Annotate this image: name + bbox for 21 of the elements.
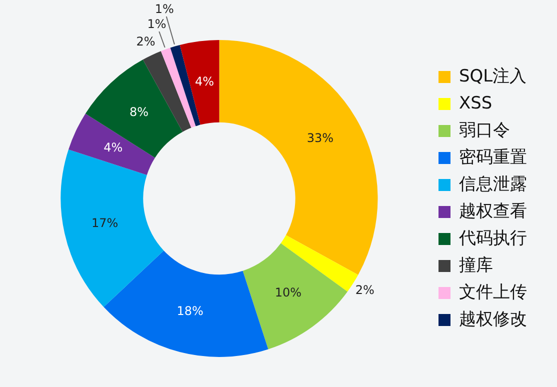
legend-label: 文件上传 <box>459 282 527 302</box>
data-label: 8% <box>129 105 148 120</box>
legend-label: XSS <box>459 93 492 114</box>
data-label: 1% <box>147 17 166 32</box>
legend-label: 越权查看 <box>459 201 527 222</box>
data-label: 4% <box>195 74 214 88</box>
data-label: 33% <box>306 130 334 145</box>
data-label: 2% <box>136 34 156 49</box>
legend-label: SQL注入 <box>459 66 527 86</box>
data-label: 1% <box>154 2 174 16</box>
data-label: 4% <box>104 140 123 155</box>
data-label: 18% <box>176 304 204 318</box>
legend-label: 撞库 <box>459 255 493 276</box>
legend-label: 代码执行 <box>458 228 527 248</box>
legend-label: 信息泄露 <box>459 174 527 194</box>
legend-label: 弱口令 <box>459 120 510 140</box>
legend-label: 密码重置 <box>459 147 527 168</box>
data-label: 10% <box>274 286 302 300</box>
data-label: 2% <box>355 283 374 298</box>
legend-label: 越权修改 <box>459 309 527 330</box>
data-label: 17% <box>91 216 118 230</box>
